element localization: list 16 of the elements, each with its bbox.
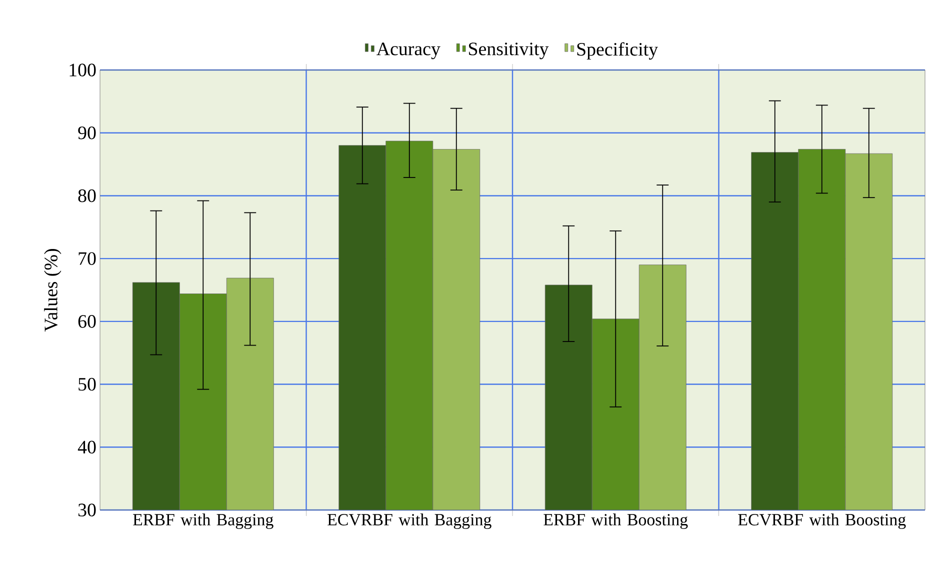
y-tick-label: 80 [78,189,96,202]
y-axis-title: Values (%) [44,249,62,332]
legend-label: Sensitivity [469,42,549,60]
y-tick-label: 100 [70,64,96,76]
y-tick-label: 30 [78,504,96,516]
x-tick-label: ERBF with Bagging [133,514,274,529]
legend-label: Acuracy [376,42,440,60]
x-tick-label: ERBF with Boosting [544,514,688,529]
y-tick-label: 90 [78,126,96,140]
x-tick-label: ECVRBF with Bagging [328,514,492,529]
y-tick-label: 50 [78,378,96,391]
y-tick-label: 60 [78,315,96,328]
x-tick-label: ECVRBF with Boosting [738,514,906,529]
y-tick-label: 40 [78,440,96,454]
legend-label: Specificity [577,42,658,60]
y-tick-label: 70 [78,252,96,265]
